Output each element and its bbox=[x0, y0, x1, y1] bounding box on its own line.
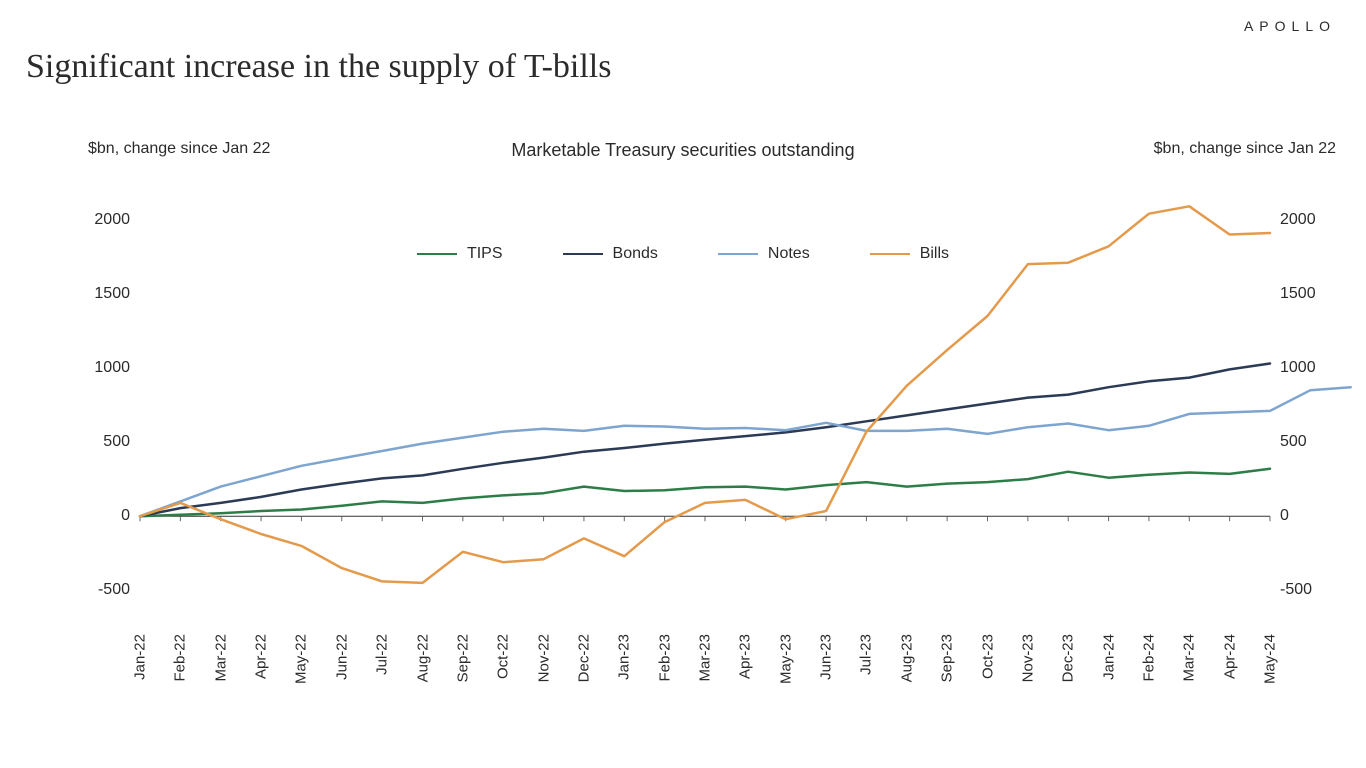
x-tick-label: Sep-22 bbox=[454, 634, 471, 682]
x-tick-label: Jun-23 bbox=[818, 634, 835, 680]
x-tick-label: Apr-24 bbox=[1221, 634, 1238, 679]
y-tick-label: 2000 bbox=[1280, 211, 1340, 229]
series-line-bonds bbox=[140, 364, 1270, 517]
x-tick-label: Jan-23 bbox=[616, 634, 633, 680]
chart-plot-area: -500-50000500500100010001500150020002000… bbox=[140, 190, 1270, 620]
y-tick-label: 0 bbox=[70, 507, 130, 525]
x-tick-label: Nov-23 bbox=[1019, 634, 1036, 682]
y-tick-label: 500 bbox=[1280, 433, 1340, 451]
series-line-bills bbox=[140, 206, 1270, 583]
brand-logo: APOLLO bbox=[1244, 18, 1336, 34]
chart-svg bbox=[140, 190, 1270, 620]
y-tick-label: 500 bbox=[70, 433, 130, 451]
y-tick-label: 1500 bbox=[70, 285, 130, 303]
series-line-notes bbox=[140, 387, 1351, 516]
x-tick-label: Jul-22 bbox=[374, 634, 391, 675]
x-tick-label: Mar-24 bbox=[1181, 634, 1198, 682]
x-tick-label: Dec-22 bbox=[575, 634, 592, 682]
x-tick-label: Oct-23 bbox=[979, 634, 996, 679]
x-tick-label: Feb-23 bbox=[656, 634, 673, 682]
y-tick-label: 2000 bbox=[70, 211, 130, 229]
x-tick-label: Nov-22 bbox=[535, 634, 552, 682]
x-tick-label: Jul-23 bbox=[858, 634, 875, 675]
page-title: Significant increase in the supply of T-… bbox=[26, 48, 611, 86]
x-tick-label: Apr-22 bbox=[253, 634, 270, 679]
chart-title: Marketable Treasury securities outstandi… bbox=[0, 140, 1366, 161]
x-tick-label: Mar-23 bbox=[697, 634, 714, 682]
x-tick-label: Oct-22 bbox=[495, 634, 512, 679]
y-tick-label: 1500 bbox=[1280, 285, 1340, 303]
y-tick-label: 0 bbox=[1280, 507, 1340, 525]
x-tick-label: Apr-23 bbox=[737, 634, 754, 679]
x-tick-label: Feb-24 bbox=[1140, 634, 1157, 682]
page: APOLLO Significant increase in the suppl… bbox=[0, 0, 1366, 768]
x-tick-label: Jun-22 bbox=[333, 634, 350, 680]
y-tick-label: -500 bbox=[70, 581, 130, 599]
x-tick-label: Aug-22 bbox=[414, 634, 431, 682]
x-tick-label: May-23 bbox=[777, 634, 794, 684]
x-tick-label: Dec-23 bbox=[1060, 634, 1077, 682]
x-tick-label: May-24 bbox=[1262, 634, 1279, 684]
x-tick-label: Mar-22 bbox=[212, 634, 229, 682]
x-tick-label: Jan-22 bbox=[132, 634, 149, 680]
x-tick-label: Aug-23 bbox=[898, 634, 915, 682]
y-tick-label: 1000 bbox=[1280, 359, 1340, 377]
x-tick-label: Feb-22 bbox=[172, 634, 189, 682]
x-tick-label: Jan-24 bbox=[1100, 634, 1117, 680]
y-tick-label: -500 bbox=[1280, 581, 1340, 599]
x-tick-label: Sep-23 bbox=[939, 634, 956, 682]
x-tick-label: May-22 bbox=[293, 634, 310, 684]
y-tick-label: 1000 bbox=[70, 359, 130, 377]
series-line-tips bbox=[140, 469, 1270, 516]
